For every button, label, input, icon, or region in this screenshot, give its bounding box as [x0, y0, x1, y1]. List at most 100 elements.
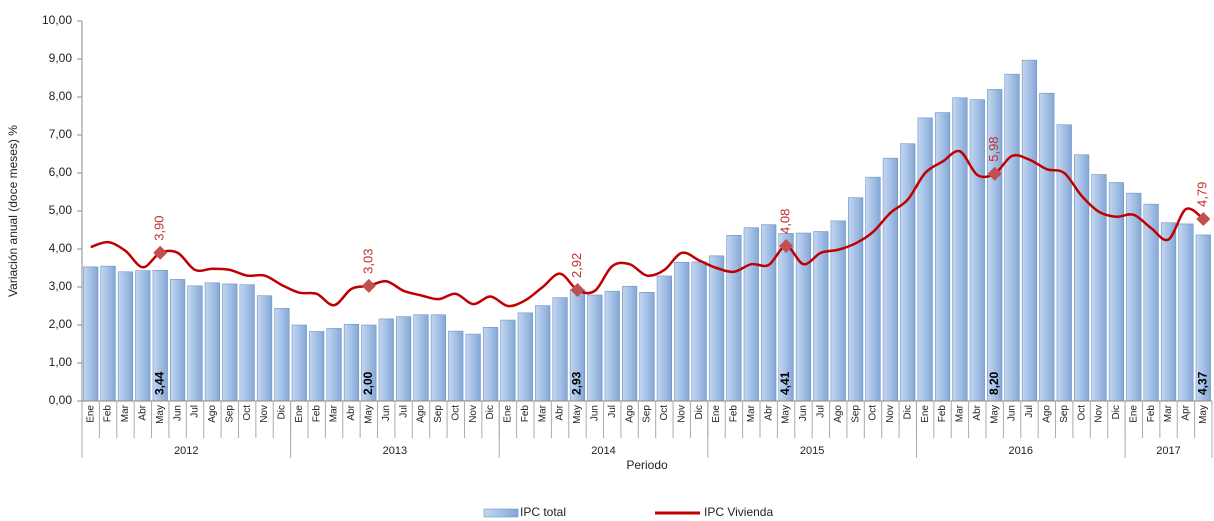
x-tick-label: Oct [868, 405, 879, 421]
bar [187, 285, 203, 402]
bar [500, 319, 516, 402]
x-tick-label: Ago [416, 405, 427, 423]
line-marker [987, 166, 1002, 181]
x-tick-label: Nov [468, 405, 479, 423]
line-value-label: 5,98 [986, 136, 1001, 161]
bar [552, 297, 568, 402]
bar [117, 271, 134, 402]
bar [761, 224, 777, 402]
bar [1021, 59, 1038, 402]
bar [587, 294, 603, 402]
bar [622, 285, 638, 402]
x-tick-label: Feb [937, 405, 948, 423]
x-tick-label: Abr [972, 404, 983, 420]
bar [952, 97, 968, 402]
x-tick-label: Feb [520, 405, 531, 423]
x-tick-label: Abr [763, 404, 774, 420]
x-tick-label: Sep [224, 405, 235, 423]
bar [1074, 154, 1090, 402]
x-tick-label: Jul [1024, 405, 1035, 418]
x-tick-label: Feb [311, 405, 322, 423]
x-tick-label: Ene [1128, 405, 1139, 423]
bar [396, 316, 412, 402]
x-tick-label: May [572, 405, 583, 424]
x-tick-label: Dic [694, 405, 705, 419]
x-tick-label: May [363, 405, 374, 424]
bar [1126, 192, 1142, 402]
bar [1160, 222, 1177, 402]
bar-value-label: 4,41 [778, 371, 792, 395]
bar-value-label: 2,00 [361, 371, 375, 395]
bar [83, 266, 99, 402]
y-tick-label: 8,00 [49, 89, 73, 103]
bar [274, 307, 290, 402]
bar [882, 157, 898, 402]
x-tick-label: May [155, 405, 166, 424]
bar [204, 282, 220, 402]
x-tick-label: Jul [190, 405, 201, 418]
x-tick-label: Jun [1007, 405, 1018, 421]
x-tick-label: Feb [729, 405, 740, 423]
bar [222, 283, 238, 402]
y-tick-label: 7,00 [49, 127, 73, 141]
bar [517, 312, 533, 402]
bar [170, 279, 186, 402]
year-label: 2015 [800, 445, 824, 457]
x-tick-label: Sep [433, 405, 444, 423]
x-tick-label: Ene [294, 405, 305, 423]
x-tick-label: Ene [711, 405, 722, 423]
bar [656, 275, 672, 402]
bar [743, 227, 759, 402]
x-tick-label: Mar [1163, 404, 1174, 422]
x-tick-label: Sep [1059, 405, 1070, 423]
year-label: 2014 [591, 445, 615, 457]
x-tick-label: Abr [555, 404, 566, 420]
line-marker [779, 238, 794, 253]
line-marker [1196, 211, 1211, 226]
y-axis-title: Variación anual (doce meses) % [6, 125, 20, 297]
bar [378, 318, 394, 402]
x-tick-label: Dic [485, 405, 496, 419]
bar [969, 99, 985, 402]
bar [848, 197, 864, 402]
y-tick-label: 6,00 [49, 165, 73, 179]
x-tick-label: Nov [259, 405, 270, 423]
bar [343, 323, 360, 402]
bar [987, 89, 1003, 402]
legend-label: IPC total [520, 505, 566, 519]
x-tick-label: Mar [746, 404, 757, 422]
x-tick-label: Ago [207, 405, 218, 423]
x-tick-label: Mar [329, 404, 340, 422]
y-tick-label: 4,00 [49, 241, 73, 255]
bar-value-label: 2,93 [570, 371, 584, 395]
bar [1056, 124, 1072, 402]
line-value-label: 3,03 [360, 249, 375, 274]
x-tick-label: Ene [920, 405, 931, 423]
x-tick-label: Jul [398, 405, 409, 418]
x-tick-label: Ene [85, 405, 96, 423]
bar [309, 331, 325, 402]
bar [639, 292, 655, 402]
bar [691, 261, 707, 402]
bar [430, 314, 446, 402]
x-tick-label: Mar [120, 404, 131, 422]
bar [674, 261, 690, 402]
bar [1039, 92, 1055, 402]
bar [865, 176, 881, 402]
legend-label: IPC Vivienda [704, 505, 773, 519]
year-label: 2013 [383, 445, 407, 457]
bar [535, 305, 551, 402]
x-tick-label: Nov [1094, 405, 1105, 423]
x-tick-label: Mar [955, 404, 966, 422]
bar [465, 333, 481, 402]
line-value-label: 3,90 [152, 215, 167, 240]
bar [900, 143, 916, 402]
bar [482, 326, 499, 402]
bar [1178, 223, 1194, 402]
x-tick-label: Dic [1111, 405, 1122, 419]
x-tick-label: Sep [642, 405, 653, 423]
year-label: 2017 [1156, 445, 1180, 457]
line [90, 149, 1205, 308]
bar [917, 117, 933, 402]
